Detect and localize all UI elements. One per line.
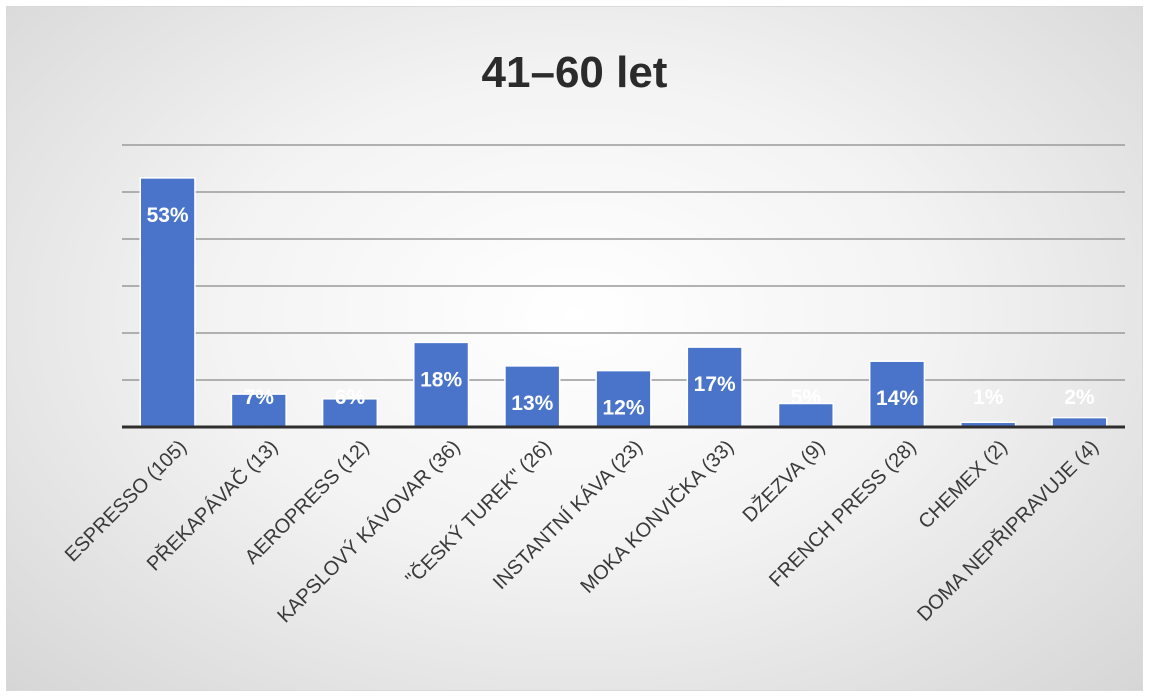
category-tick-label: KAPSLOVÝ KÁVOVAR (36)	[273, 435, 465, 627]
data-label: 14%	[876, 387, 918, 410]
bar	[595, 369, 652, 428]
category-tick-label: CHEMEX (2)	[914, 436, 1011, 533]
category-tick-label: DŽEZVA (9)	[738, 435, 829, 526]
category-tick-label: "ČESKÝ TUREK" (26)	[401, 435, 556, 590]
category-tick-label: FRENCH PRESS (28)	[765, 436, 920, 591]
data-label: 18%	[420, 368, 462, 391]
category-tick-label: DOMA NEPŘIPRAVUJE (4)	[912, 435, 1102, 625]
data-label: 17%	[694, 373, 736, 396]
data-label: 12%	[602, 397, 644, 420]
category-tick-label: INSTANTNÍ KÁVA (23)	[488, 435, 647, 594]
bar	[868, 360, 926, 428]
chart-title: 41–60 let	[481, 48, 668, 97]
data-label: 13%	[511, 392, 553, 415]
data-label: 53%	[147, 204, 189, 227]
data-label: 1%	[973, 386, 1004, 409]
data-label: 6%	[335, 386, 366, 409]
category-tick-label: MOKA KONVIČKA (33)	[576, 435, 738, 597]
data-label: 7%	[244, 386, 275, 409]
data-label: 5%	[791, 386, 822, 409]
data-label: 2%	[1064, 386, 1095, 409]
bar	[686, 346, 743, 428]
